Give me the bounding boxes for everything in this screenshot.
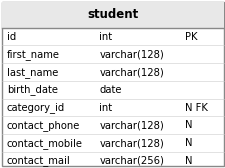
Text: N FK: N FK: [184, 103, 207, 113]
Text: int: int: [99, 103, 112, 113]
Text: id: id: [7, 32, 16, 42]
Text: varchar(128): varchar(128): [99, 67, 164, 77]
Text: PK: PK: [184, 32, 197, 42]
Text: birth_date: birth_date: [7, 84, 58, 95]
Text: N: N: [184, 138, 192, 148]
Text: N: N: [184, 120, 192, 130]
Text: varchar(256): varchar(256): [99, 156, 164, 166]
Text: student: student: [87, 8, 138, 21]
Text: date: date: [99, 85, 122, 95]
Text: varchar(128): varchar(128): [99, 138, 164, 148]
Text: contact_phone: contact_phone: [7, 120, 80, 131]
Bar: [2, 2, 223, 28]
Text: varchar(128): varchar(128): [99, 49, 164, 59]
Text: last_name: last_name: [7, 67, 58, 78]
Text: first_name: first_name: [7, 49, 60, 60]
Text: contact_mail: contact_mail: [7, 155, 70, 166]
Text: category_id: category_id: [7, 102, 65, 113]
Text: N: N: [184, 156, 192, 166]
Text: contact_mobile: contact_mobile: [7, 138, 82, 149]
Text: int: int: [99, 32, 112, 42]
Text: varchar(128): varchar(128): [99, 120, 164, 130]
